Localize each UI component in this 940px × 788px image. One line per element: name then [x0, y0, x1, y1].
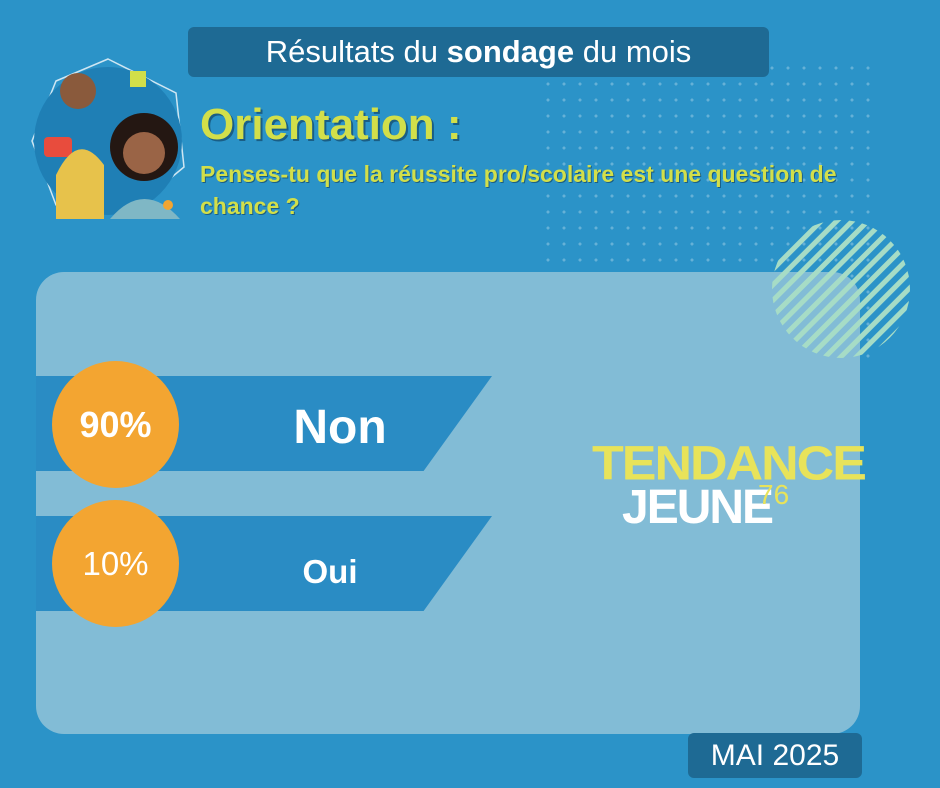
percent-badge-oui: 10%	[52, 500, 179, 627]
title-suffix: du mois	[574, 34, 692, 69]
title-bold: sondage	[446, 34, 575, 69]
answer-label-non: Non	[293, 401, 387, 454]
percent-badge-non: 90%	[52, 361, 179, 488]
title-banner: Résultats du sondage du mois	[188, 27, 769, 77]
tendance-jeune-logo: TENDANCE JEUNE 76	[592, 440, 867, 536]
logo-line1: TENDANCE	[592, 437, 867, 491]
date-badge: MAI 2025	[688, 733, 862, 778]
results-panel	[36, 272, 860, 734]
students-illustration	[31, 58, 185, 219]
survey-heading: Orientation :	[200, 100, 462, 149]
title-prefix: Résultats du	[265, 34, 447, 69]
logo-line2: JEUNE	[622, 481, 774, 534]
striped-circle-decoration	[772, 220, 910, 358]
answer-label-oui: Oui	[302, 553, 358, 590]
logo-number: 76	[758, 479, 790, 510]
survey-question: Penses-tu que la réussite pro/scolaire e…	[200, 161, 837, 219]
